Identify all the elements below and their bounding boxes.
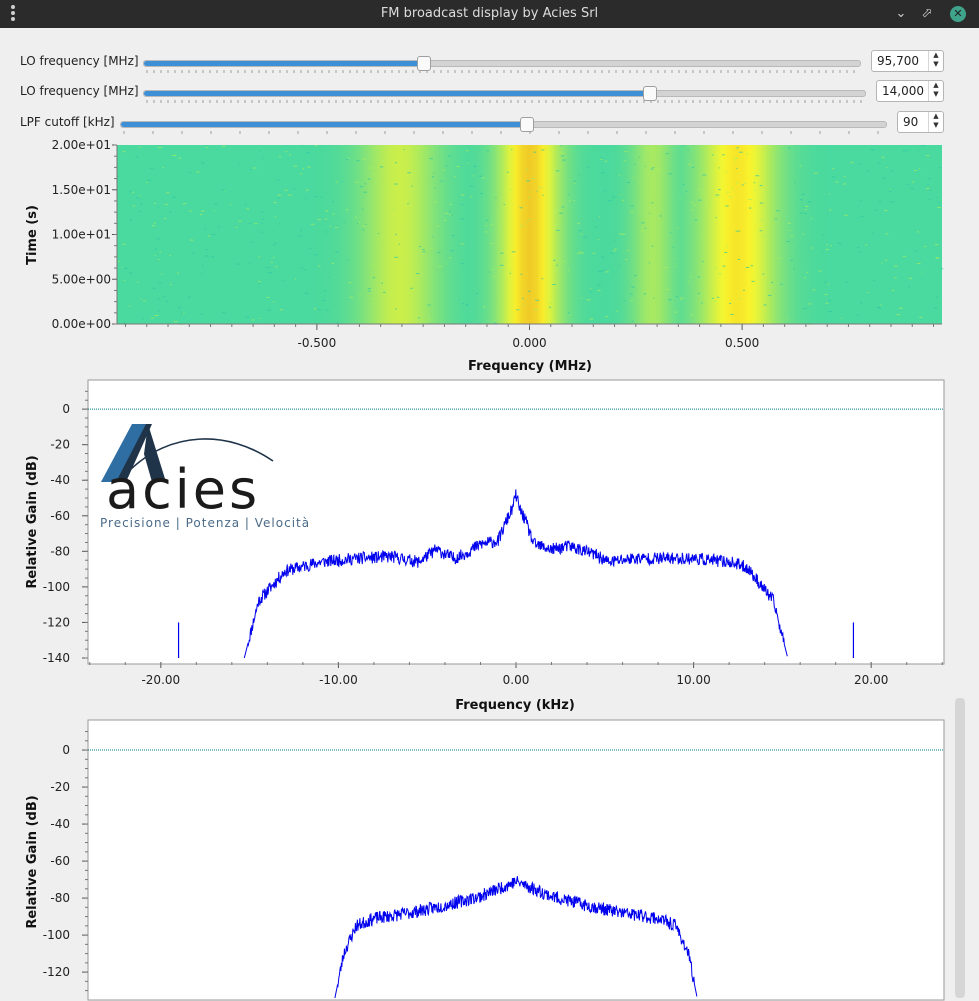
waterfall-plot-area <box>117 145 944 325</box>
x-tick-label: -10.00 <box>319 673 358 687</box>
filtered-spectrum-plot-area <box>87 719 945 1001</box>
title-bar: FM broadcast display by Acies Srl ⌄ ⬀ ✕ <box>0 0 979 28</box>
spinbox-value: 14,000 <box>882 84 924 98</box>
x-axis-label: Frequency (kHz) <box>455 698 575 713</box>
scrollbar-thumb[interactable] <box>955 698 965 998</box>
acies-logo: acies Precisione | Potenza | Velocità <box>100 424 310 530</box>
y-tick-label: -100 <box>43 580 70 594</box>
spectrum-chart[interactable]: 0 -20 -40 -60 -80 -100 -120 -140 -20.00 -10.00 0.0… <box>0 376 950 716</box>
window-title: FM broadcast display by Acies Srl <box>380 6 599 21</box>
x-tick-label: -0.500 <box>298 336 337 350</box>
x-tick-label: 20.00 <box>854 673 888 687</box>
spinbox-value: 95,700 <box>877 54 919 68</box>
y-tick-label: 1.00e+01 <box>52 228 111 242</box>
y-tick-label: -80 <box>50 544 70 558</box>
y-tick-label: -100 <box>43 928 70 942</box>
waterfall-chart[interactable]: -0.500 0.000 0.500 2.00e+01 1.50e+01 1.00e+01… <box>0 140 950 376</box>
y-tick-label: 0 <box>62 743 70 757</box>
y-tick-label: 0.00e+00 <box>52 317 111 331</box>
window-menu-icon[interactable] <box>9 4 17 24</box>
y-tick-label: -40 <box>50 473 70 487</box>
spectrum-trace <box>243 489 788 659</box>
lo-frequency-slider-1[interactable] <box>143 56 861 71</box>
lo-frequency-label-1: LO frequency [MHz] <box>20 54 139 68</box>
x-tick-label: -20.00 <box>141 673 180 687</box>
lo-frequency-label-2: LO frequency [MHz] <box>20 84 139 98</box>
lpf-cutoff-slider[interactable] <box>120 117 887 132</box>
slider-handle[interactable] <box>642 86 657 101</box>
y-tick-label: 5.00e+00 <box>52 272 111 286</box>
close-icon[interactable]: ✕ <box>950 6 966 22</box>
y-axis-label: Relative Gain (dB) <box>25 455 40 588</box>
x-tick-label: 0.000 <box>512 336 546 350</box>
slider-handle[interactable] <box>520 117 535 132</box>
restore-icon[interactable]: ⬀ <box>921 6 933 21</box>
lpf-cutoff-label: LPF cutoff [kHz] <box>20 115 115 129</box>
y-tick-label: -140 <box>43 651 70 665</box>
slider-ticks <box>146 100 862 103</box>
lo-frequency-spinbox-2[interactable]: 14,000 ▲ ▼ <box>876 80 944 102</box>
spin-arrows-icon[interactable]: ▲ ▼ <box>928 112 943 132</box>
spinbox-value: 90 <box>903 115 919 129</box>
lpf-cutoff-control: LPF cutoff [kHz] 90 ▲ ▼ <box>0 111 979 135</box>
slider-ticks <box>146 70 855 73</box>
y-tick-label: 2.00e+01 <box>52 140 111 152</box>
lo-frequency-control-1: LO frequency [MHz] 95,700 ▲ ▼ <box>0 50 979 74</box>
slider-ticks <box>123 131 879 134</box>
filtered-spectrum-trace <box>334 876 698 999</box>
y-tick-label: -120 <box>43 965 70 979</box>
y-tick-label: -60 <box>50 509 70 523</box>
spectrum-plot-area <box>87 379 945 665</box>
y-tick-label: 0 <box>62 402 70 416</box>
lpf-cutoff-spinbox[interactable]: 90 ▲ ▼ <box>897 111 944 133</box>
filtered-spectrum-chart[interactable]: 0 -20 -40 -60 -80 -100 -120 Relative Gain (dB) <box>0 716 950 1001</box>
svg-text:acies: acies <box>106 458 260 521</box>
x-axis-label: Frequency (MHz) <box>468 359 592 374</box>
svg-text:Precisione | Potenza | Velocit: Precisione | Potenza | Velocità <box>100 516 310 530</box>
vertical-scrollbar[interactable] <box>953 30 979 998</box>
y-tick-label: -20 <box>50 780 70 794</box>
x-tick-label: 0.500 <box>725 336 759 350</box>
y-tick-label: -60 <box>50 854 70 868</box>
spin-arrows-icon[interactable]: ▲ ▼ <box>928 81 943 101</box>
lo-frequency-slider-2[interactable] <box>143 86 866 101</box>
lo-frequency-control-2: LO frequency [MHz] 14,000 ▲ ▼ <box>0 80 979 104</box>
y-tick-label: 1.50e+01 <box>52 183 111 197</box>
lo-frequency-spinbox-1[interactable]: 95,700 ▲ ▼ <box>871 50 944 72</box>
y-axis-label: Time (s) <box>25 205 40 265</box>
y-tick-label: -80 <box>50 891 70 905</box>
y-axis-label: Relative Gain (dB) <box>25 795 40 928</box>
slider-handle[interactable] <box>417 56 432 71</box>
y-tick-label: -40 <box>50 817 70 831</box>
y-tick-label: -120 <box>43 615 70 629</box>
x-tick-label: 0.00 <box>503 673 530 687</box>
spin-arrows-icon[interactable]: ▲ ▼ <box>928 51 943 71</box>
x-tick-label: 10.00 <box>676 673 710 687</box>
minimize-icon[interactable]: ⌄ <box>895 6 907 21</box>
y-tick-label: -20 <box>50 438 70 452</box>
